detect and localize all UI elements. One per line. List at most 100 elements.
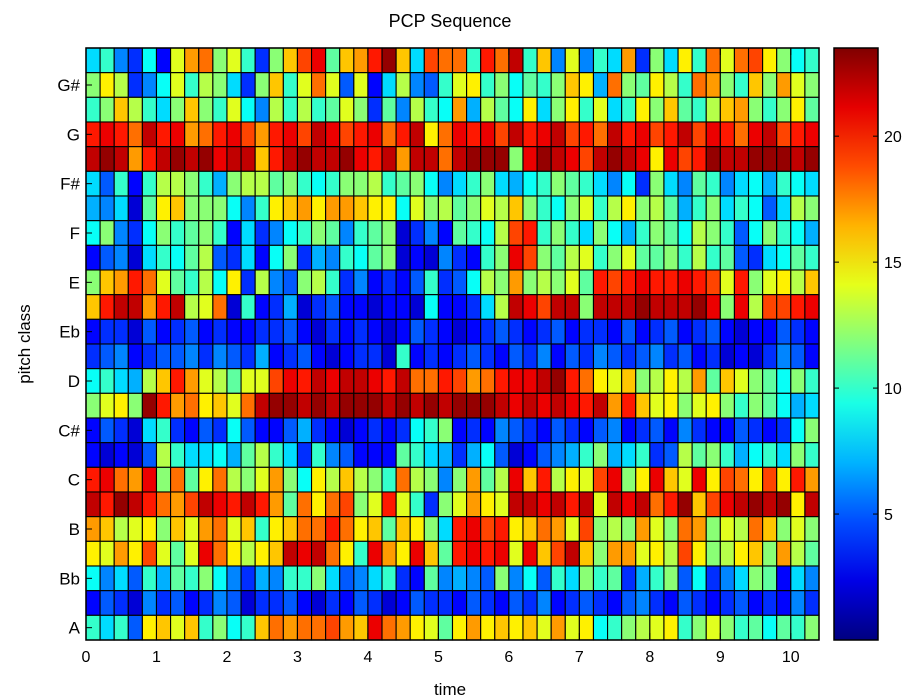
heatmap-cell xyxy=(635,466,651,493)
heatmap-cell xyxy=(367,318,383,345)
heatmap-cell xyxy=(536,516,552,542)
heatmap-cell xyxy=(804,516,820,542)
colorbar xyxy=(833,47,879,641)
heatmap-cell xyxy=(198,72,214,98)
heatmap-cell xyxy=(381,442,397,468)
heatmap-cell xyxy=(691,96,707,123)
heatmap-cell xyxy=(635,294,651,320)
heatmap-cell xyxy=(677,540,693,567)
heatmap-cell xyxy=(325,540,341,567)
heatmap-cell xyxy=(649,47,665,74)
heatmap-cell xyxy=(381,244,397,271)
heatmap-cell xyxy=(437,72,454,98)
heatmap-cell xyxy=(325,318,341,345)
heatmap-cell xyxy=(536,368,552,394)
heatmap-cell xyxy=(621,294,637,320)
heatmap-cell xyxy=(367,466,383,493)
heatmap-cell xyxy=(339,392,355,419)
heatmap-cell xyxy=(367,491,383,518)
heatmap-cell xyxy=(353,343,369,370)
heatmap-cell xyxy=(409,318,425,345)
heatmap-cell xyxy=(677,47,693,74)
heatmap-cell xyxy=(635,442,651,468)
heatmap-cell xyxy=(747,146,764,172)
plot-frame xyxy=(85,47,820,641)
heatmap-cell xyxy=(522,121,538,148)
heatmap-cell xyxy=(141,417,158,444)
heatmap-cell xyxy=(268,343,284,370)
heatmap-cell xyxy=(790,220,806,246)
heatmap-cell xyxy=(282,318,299,345)
heatmap-cell xyxy=(564,72,580,98)
heatmap-cell xyxy=(310,417,327,444)
heatmap-cell xyxy=(494,244,510,271)
heatmap-cells xyxy=(85,47,820,641)
heatmap-cell xyxy=(719,72,735,98)
heatmap-cell xyxy=(226,121,242,148)
heatmap-cell xyxy=(762,96,778,123)
heatmap-cell xyxy=(466,244,482,271)
heatmap-cell xyxy=(649,491,665,518)
heatmap-cell xyxy=(184,565,200,592)
y-tick-label: D xyxy=(68,372,80,391)
heatmap-cell xyxy=(705,466,721,493)
y-tick-label: A xyxy=(69,619,81,638)
heatmap-cell xyxy=(719,614,735,641)
heatmap-cell xyxy=(494,96,510,123)
heatmap-cell xyxy=(353,269,369,296)
heatmap-cell xyxy=(451,269,468,296)
heatmap-cell xyxy=(310,121,327,148)
heatmap-cell xyxy=(790,565,806,592)
heatmap-cell xyxy=(578,540,595,567)
heatmap-cell xyxy=(649,72,665,98)
heatmap-cell xyxy=(733,318,750,345)
heatmap-cell xyxy=(113,540,129,567)
heatmap-cell xyxy=(536,72,552,98)
heatmap-cell xyxy=(691,343,707,370)
heatmap-cell xyxy=(621,540,637,567)
heatmap-cell xyxy=(437,540,454,567)
heatmap-cell xyxy=(494,516,510,542)
heatmap-cell xyxy=(141,540,158,567)
heatmap-cell xyxy=(776,466,792,493)
heatmap-cell xyxy=(691,368,707,394)
heatmap-cell xyxy=(719,466,735,493)
heatmap-cell xyxy=(310,195,327,222)
heatmap-cell xyxy=(607,318,623,345)
heatmap-cell xyxy=(325,516,341,542)
heatmap-cell xyxy=(719,442,735,468)
heatmap-cell xyxy=(296,294,313,320)
heatmap-cell xyxy=(155,269,172,296)
heatmap-cell xyxy=(184,466,200,493)
heatmap-cell xyxy=(212,72,228,98)
heatmap-cell xyxy=(240,269,256,296)
heatmap-cell xyxy=(296,540,313,567)
heatmap-cell xyxy=(127,72,143,98)
heatmap-cell xyxy=(99,47,115,74)
heatmap-cell xyxy=(99,244,115,271)
heatmap-cell xyxy=(677,244,693,271)
heatmap-cell xyxy=(762,516,778,542)
heatmap-cell xyxy=(621,318,637,345)
heatmap-cell xyxy=(480,96,496,123)
heatmap-cell xyxy=(592,442,609,468)
heatmap-cell xyxy=(282,590,299,616)
heatmap-cell xyxy=(310,72,327,98)
heatmap-cell xyxy=(437,442,454,468)
heatmap-cell xyxy=(536,491,552,518)
heatmap-cell xyxy=(198,170,214,197)
heatmap-cell xyxy=(85,392,101,419)
heatmap-cell xyxy=(466,368,482,394)
heatmap-cell xyxy=(85,146,101,172)
heatmap-cell xyxy=(212,195,228,222)
y-tick-label: F xyxy=(70,224,80,243)
heatmap-cell xyxy=(325,491,341,518)
heatmap-cell xyxy=(437,392,454,419)
heatmap-cell xyxy=(310,170,327,197)
heatmap-cell xyxy=(339,170,355,197)
heatmap-cell xyxy=(423,614,439,641)
heatmap-cell xyxy=(508,195,524,222)
heatmap-cell xyxy=(141,392,158,419)
heatmap-cell xyxy=(508,442,524,468)
